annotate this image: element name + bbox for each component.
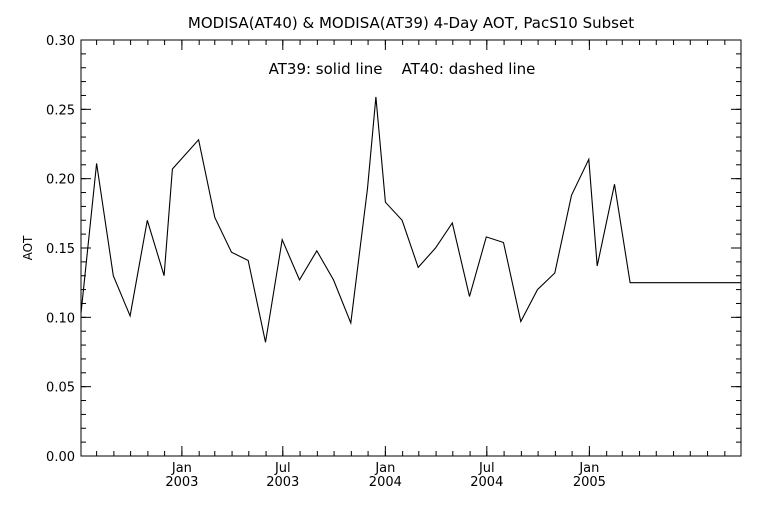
x-tick-month-label: Jan: [374, 461, 395, 476]
x-tick-year-label: 2003: [266, 475, 299, 490]
series-layer: [80, 96, 741, 343]
y-tick-label: 0.00: [46, 450, 75, 465]
x-tick-year-label: 2004: [369, 475, 402, 490]
chart-annotation: AT39: solid line AT40: dashed line: [269, 60, 536, 78]
x-tick-month-label: Jul: [478, 461, 495, 476]
x-tick-month-label: Jul: [274, 461, 291, 476]
x-tick-year-label: 2005: [573, 475, 606, 490]
x-tick-month-label: Jan: [171, 461, 192, 476]
plot-frame: [80, 39, 742, 457]
y-tick-label: 0.10: [46, 311, 75, 326]
x-tick-month-label: Jan: [578, 461, 599, 476]
y-tick-label: 0.30: [46, 34, 75, 49]
x-tick-year-label: 2003: [165, 475, 198, 490]
y-tick-label: 0.05: [46, 381, 75, 396]
y-tick-label: 0.25: [46, 103, 75, 118]
chart-title: MODISA(AT40) & MODISA(AT39) 4-Day AOT, P…: [188, 14, 634, 32]
y-tick-label: 0.20: [46, 173, 75, 188]
y-axis-label: AOT: [21, 235, 35, 260]
x-tick-year-label: 2004: [470, 475, 503, 490]
series-line: [80, 96, 741, 343]
tick-labels: 0.000.050.100.150.200.250.30Jan2003Jul20…: [46, 34, 606, 490]
y-tick-label: 0.15: [46, 242, 75, 257]
